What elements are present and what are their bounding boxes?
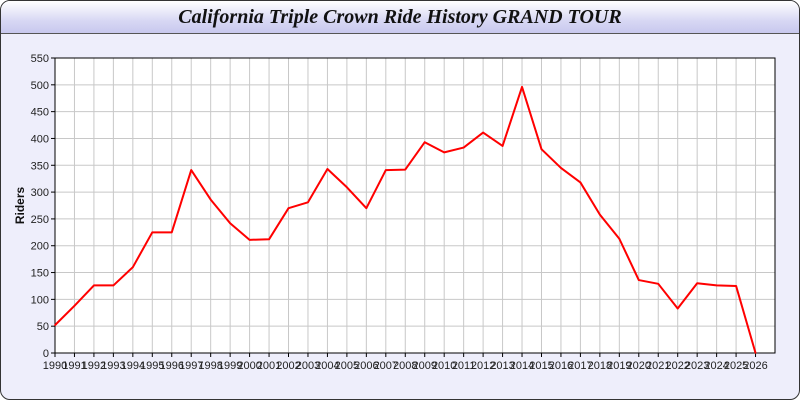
x-tick-label: 1993 <box>101 360 125 372</box>
x-tick-label: 2010 <box>432 360 456 372</box>
x-tick-label: 1996 <box>160 360 184 372</box>
y-tick-label: 450 <box>31 107 49 119</box>
x-tick-label: 2001 <box>257 360 281 372</box>
data-point <box>190 169 193 171</box>
data-point <box>209 198 212 201</box>
data-point <box>248 239 251 241</box>
x-tick-label: 1997 <box>179 360 203 372</box>
y-tick-label: 300 <box>31 187 49 199</box>
x-tick-label: 2017 <box>568 360 592 372</box>
data-point <box>735 285 737 287</box>
x-tick-label: 2016 <box>549 360 573 372</box>
data-point <box>365 207 368 209</box>
data-point <box>346 186 348 189</box>
data-point <box>560 167 562 169</box>
x-tick-label: 2021 <box>646 360 670 372</box>
x-tick-label: 2012 <box>471 360 495 372</box>
data-point <box>132 266 134 268</box>
y-tick-label: 200 <box>31 241 49 253</box>
data-point <box>657 283 660 285</box>
x-tick-label: 2026 <box>743 360 767 372</box>
data-point <box>385 169 387 171</box>
data-point <box>73 305 76 307</box>
y-tick-label: 400 <box>31 133 49 145</box>
data-point <box>521 86 523 88</box>
data-point <box>151 231 154 234</box>
y-tick-label: 100 <box>31 294 49 306</box>
y-tick-label: 500 <box>31 80 49 92</box>
data-point <box>112 284 115 287</box>
x-tick-label: 2015 <box>529 360 553 372</box>
y-tick-label: 50 <box>37 321 49 333</box>
x-tick-label: 2020 <box>627 360 651 372</box>
data-point <box>170 231 173 234</box>
data-point <box>579 181 582 184</box>
x-tick-label: 2011 <box>452 360 476 372</box>
x-tick-label: 2009 <box>412 360 436 372</box>
x-tick-label: 1994 <box>121 360 145 372</box>
plot-area <box>55 58 775 353</box>
x-tick-label: 2018 <box>588 360 612 372</box>
data-point <box>462 146 465 149</box>
x-tick-label: 1990 <box>43 360 67 372</box>
x-tick-label: 2003 <box>296 360 320 372</box>
data-point <box>326 168 329 170</box>
x-tick-label: 2002 <box>276 360 300 372</box>
x-tick-label: 2007 <box>374 360 398 372</box>
data-point <box>307 201 309 204</box>
data-point <box>618 237 621 240</box>
x-tick-label: 1991 <box>62 360 86 372</box>
data-point <box>637 279 640 281</box>
x-tick-label: 1998 <box>198 360 222 372</box>
data-point <box>268 238 270 241</box>
x-tick-label: 2024 <box>704 360 728 372</box>
y-tick-label: 550 <box>31 53 49 65</box>
data-point <box>423 141 426 144</box>
data-point <box>404 168 407 171</box>
plot-border <box>54 57 776 354</box>
x-tick-label: 1992 <box>82 360 106 372</box>
x-tick-label: 1995 <box>140 360 164 372</box>
y-tick-label: 0 <box>43 348 49 360</box>
x-tick-label: 2025 <box>724 360 748 372</box>
data-point <box>501 145 504 147</box>
data-point <box>229 222 231 224</box>
x-tick-label: 2013 <box>490 360 514 372</box>
chart-title: California Triple Crown Ride History GRA… <box>178 6 622 28</box>
x-tick-label: 2004 <box>315 360 339 372</box>
x-tick-label: 2022 <box>665 360 689 372</box>
data-point <box>754 352 757 354</box>
x-tick-label: 2006 <box>354 360 378 372</box>
x-tick-label: 1999 <box>218 360 242 372</box>
x-tick-label: 2014 <box>510 360 534 372</box>
x-tick-label: 2000 <box>237 360 261 372</box>
title-bar: California Triple Crown Ride History GRA… <box>1 1 799 34</box>
data-point <box>482 131 484 134</box>
y-tick-label: 350 <box>31 160 49 172</box>
data-point <box>93 284 95 287</box>
y-axis-label: Riders <box>13 187 27 225</box>
x-tick-label: 2023 <box>685 360 709 372</box>
data-point <box>715 284 718 287</box>
x-tick-label: 2019 <box>607 360 631 372</box>
x-tick-label: 2008 <box>393 360 417 372</box>
data-point <box>696 282 698 285</box>
data-point <box>443 151 445 154</box>
x-tick-label: 2005 <box>335 360 359 372</box>
y-tick-label: 250 <box>31 214 49 226</box>
data-point <box>599 213 601 216</box>
data-point <box>54 324 56 326</box>
y-tick-label: 150 <box>31 268 49 280</box>
data-point <box>287 207 290 209</box>
data-point <box>676 307 679 310</box>
data-point <box>540 148 543 150</box>
